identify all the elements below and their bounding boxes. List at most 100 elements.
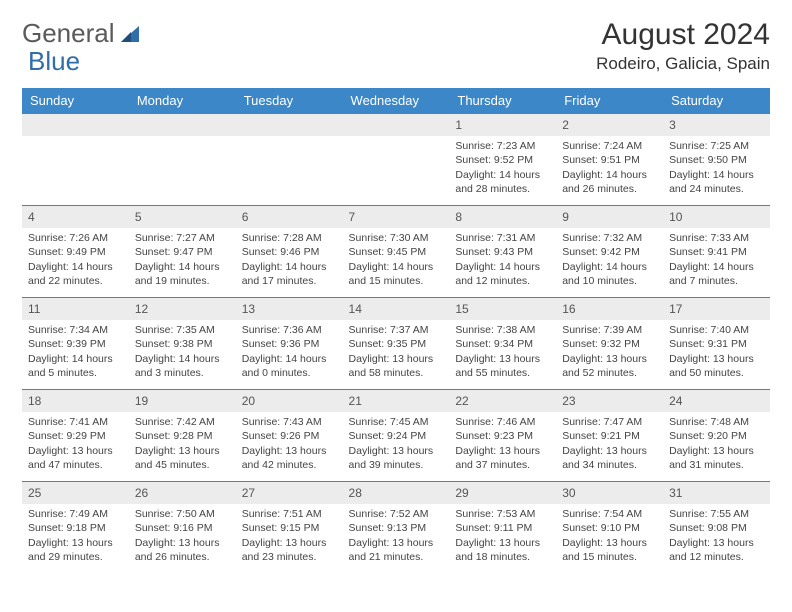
day-number: 21 — [343, 390, 450, 412]
cell-details: Sunrise: 7:31 AMSunset: 9:43 PMDaylight:… — [453, 231, 552, 288]
daylight-text: Daylight: 13 hours and 37 minutes. — [455, 444, 550, 472]
sunrise-text: Sunrise: 7:26 AM — [28, 231, 123, 245]
daylight-text: Daylight: 13 hours and 55 minutes. — [455, 352, 550, 380]
cell-details: Sunrise: 7:41 AMSunset: 9:29 PMDaylight:… — [26, 415, 125, 472]
calendar-cell: 24 Sunrise: 7:48 AMSunset: 9:20 PMDayligh… — [663, 390, 770, 482]
sunrise-text: Sunrise: 7:37 AM — [349, 323, 444, 337]
weekday-header: Wednesday — [343, 88, 450, 114]
cell-details: Sunrise: 7:37 AMSunset: 9:35 PMDaylight:… — [347, 323, 446, 380]
calendar-cell: 2Sunrise: 7:24 AMSunset: 9:51 PMDaylight… — [556, 114, 663, 206]
day-number: 28 — [343, 482, 450, 504]
sunset-text: Sunset: 9:21 PM — [562, 429, 657, 443]
calendar-cell: 31Sunrise: 7:55 AMSunset: 9:08 PMDayligh… — [663, 482, 770, 574]
sunrise-text: Sunrise: 7:33 AM — [669, 231, 764, 245]
sunset-text: Sunset: 9:39 PM — [28, 337, 123, 351]
cell-details: Sunrise: 7:25 AMSunset: 9:50 PMDaylight:… — [667, 139, 766, 196]
calendar-cell: 9Sunrise: 7:32 AMSunset: 9:42 PMDaylight… — [556, 206, 663, 298]
weekday-header: Saturday — [663, 88, 770, 114]
day-number: 8 — [449, 206, 556, 228]
weekday-header: Monday — [129, 88, 236, 114]
weekday-header: Tuesday — [236, 88, 343, 114]
sunset-text: Sunset: 9:13 PM — [349, 521, 444, 535]
sunset-text: Sunset: 9:23 PM — [455, 429, 550, 443]
day-number: 10 — [663, 206, 770, 228]
sunrise-text: Sunrise: 7:43 AM — [242, 415, 337, 429]
daylight-text: Daylight: 14 hours and 3 minutes. — [135, 352, 230, 380]
sunset-text: Sunset: 9:29 PM — [28, 429, 123, 443]
sunset-text: Sunset: 9:10 PM — [562, 521, 657, 535]
calendar-cell: 3 Sunrise: 7:25 AMSunset: 9:50 PMDaylight… — [663, 114, 770, 206]
sunrise-text: Sunrise: 7:38 AM — [455, 323, 550, 337]
daylight-text: Daylight: 14 hours and 10 minutes. — [562, 260, 657, 288]
daylight-text: Daylight: 14 hours and 15 minutes. — [349, 260, 444, 288]
logo-sail-icon — [119, 24, 141, 44]
sunrise-text: Sunrise: 7:54 AM — [562, 507, 657, 521]
calendar-cell: 21 Sunrise: 7:45 AMSunset: 9:24 PMDayligh… — [343, 390, 450, 482]
calendar-cell: 7Sunrise: 7:30 AMSunset: 9:45 PMDaylight… — [343, 206, 450, 298]
sunset-text: Sunset: 9:15 PM — [242, 521, 337, 535]
sunrise-text: Sunrise: 7:24 AM — [562, 139, 657, 153]
daylight-text: Daylight: 13 hours and 15 minutes. — [562, 536, 657, 564]
day-number: 17 — [663, 298, 770, 320]
cell-details: Sunrise: 7:54 AMSunset: 9:10 PMDaylight:… — [560, 507, 659, 564]
calendar-row: 25Sunrise: 7:49 AMSunset: 9:18 PMDayligh… — [22, 482, 770, 574]
calendar-row: 4Sunrise: 7:26 AMSunset: 9:49 PMDaylight… — [22, 206, 770, 298]
sunrise-text: Sunrise: 7:32 AM — [562, 231, 657, 245]
calendar-cell: 17Sunrise: 7:40 AMSunset: 9:31 PMDayligh… — [663, 298, 770, 390]
cell-details: Sunrise: 7:48 AMSunset: 9:20 PMDaylight:… — [667, 415, 766, 472]
sunrise-text: Sunrise: 7:39 AM — [562, 323, 657, 337]
sunset-text: Sunset: 9:24 PM — [349, 429, 444, 443]
cell-details: Sunrise: 7:36 AMSunset: 9:36 PMDaylight:… — [240, 323, 339, 380]
sunset-text: Sunset: 9:51 PM — [562, 153, 657, 167]
calendar-cell — [129, 114, 236, 206]
day-number: 15 — [449, 298, 556, 320]
daylight-text: Daylight: 13 hours and 12 minutes. — [669, 536, 764, 564]
sunset-text: Sunset: 9:45 PM — [349, 245, 444, 259]
sunrise-text: Sunrise: 7:30 AM — [349, 231, 444, 245]
daylight-text: Daylight: 13 hours and 21 minutes. — [349, 536, 444, 564]
day-number: 24 — [663, 390, 770, 412]
day-number: 19 — [129, 390, 236, 412]
daylight-text: Daylight: 13 hours and 58 minutes. — [349, 352, 444, 380]
day-number: 1 — [449, 114, 556, 136]
daylight-text: Daylight: 13 hours and 29 minutes. — [28, 536, 123, 564]
calendar-cell — [22, 114, 129, 206]
cell-details: Sunrise: 7:51 AMSunset: 9:15 PMDaylight:… — [240, 507, 339, 564]
sunset-text: Sunset: 9:36 PM — [242, 337, 337, 351]
cell-details: Sunrise: 7:32 AMSunset: 9:42 PMDaylight:… — [560, 231, 659, 288]
cell-details: Sunrise: 7:52 AMSunset: 9:13 PMDaylight:… — [347, 507, 446, 564]
sunrise-text: Sunrise: 7:45 AM — [349, 415, 444, 429]
sunset-text: Sunset: 9:20 PM — [669, 429, 764, 443]
calendar-cell: 16Sunrise: 7:39 AMSunset: 9:32 PMDayligh… — [556, 298, 663, 390]
sunrise-text: Sunrise: 7:49 AM — [28, 507, 123, 521]
calendar-cell: 14Sunrise: 7:37 AMSunset: 9:35 PMDayligh… — [343, 298, 450, 390]
sunrise-text: Sunrise: 7:47 AM — [562, 415, 657, 429]
calendar-row: 11Sunrise: 7:34 AMSunset: 9:39 PMDayligh… — [22, 298, 770, 390]
day-number: 3 — [663, 114, 770, 136]
day-number: 13 — [236, 298, 343, 320]
daylight-text: Daylight: 13 hours and 34 minutes. — [562, 444, 657, 472]
sunrise-text: Sunrise: 7:40 AM — [669, 323, 764, 337]
day-number — [343, 114, 450, 136]
daylight-text: Daylight: 13 hours and 23 minutes. — [242, 536, 337, 564]
calendar-cell: 28 Sunrise: 7:52 AMSunset: 9:13 PMDayligh… — [343, 482, 450, 574]
calendar-cell: 4Sunrise: 7:26 AMSunset: 9:49 PMDaylight… — [22, 206, 129, 298]
daylight-text: Daylight: 14 hours and 0 minutes. — [242, 352, 337, 380]
sunset-text: Sunset: 9:16 PM — [135, 521, 230, 535]
day-number: 20 — [236, 390, 343, 412]
logo-text-2: Blue — [28, 46, 80, 77]
sunset-text: Sunset: 9:43 PM — [455, 245, 550, 259]
cell-details: Sunrise: 7:53 AMSunset: 9:11 PMDaylight:… — [453, 507, 552, 564]
cell-details: Sunrise: 7:26 AMSunset: 9:49 PMDaylight:… — [26, 231, 125, 288]
weekday-header: Friday — [556, 88, 663, 114]
cell-details: Sunrise: 7:45 AMSunset: 9:24 PMDaylight:… — [347, 415, 446, 472]
daylight-text: Daylight: 13 hours and 50 minutes. — [669, 352, 764, 380]
sunrise-text: Sunrise: 7:55 AM — [669, 507, 764, 521]
daylight-text: Daylight: 13 hours and 39 minutes. — [349, 444, 444, 472]
calendar-cell — [343, 114, 450, 206]
sunset-text: Sunset: 9:18 PM — [28, 521, 123, 535]
location: Rodeiro, Galicia, Spain — [596, 54, 770, 74]
day-number: 26 — [129, 482, 236, 504]
calendar-cell: 6Sunrise: 7:28 AMSunset: 9:46 PMDaylight… — [236, 206, 343, 298]
daylight-text: Daylight: 14 hours and 12 minutes. — [455, 260, 550, 288]
